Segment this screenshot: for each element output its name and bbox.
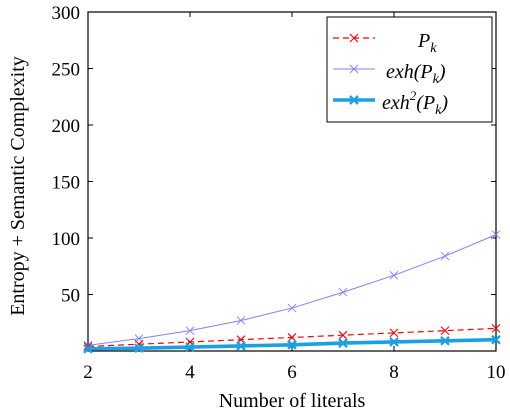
y-tick-label: 50 [61, 286, 80, 307]
y-tick-label: 250 [52, 60, 81, 81]
legend-label-pk: Pk [417, 30, 437, 56]
x-tick-label: 10 [487, 362, 506, 383]
y-tick-label: 100 [52, 229, 81, 250]
data-point [134, 343, 144, 354]
data-point [338, 330, 348, 340]
legend-sample-marker [349, 95, 359, 105]
data-point [287, 339, 297, 350]
y-tick-label: 200 [52, 116, 81, 137]
legend-label-exh2: exh2(Pk) [382, 88, 448, 118]
data-point [338, 287, 348, 297]
x-tick-label: 8 [389, 362, 399, 383]
x-tick-label: 6 [287, 362, 297, 383]
y-tick-label: 300 [52, 3, 81, 24]
data-point [440, 335, 450, 346]
y-axis-label: Entropy + Semantic Complexity [7, 56, 29, 316]
x-axis-label: Number of literals [219, 390, 366, 411]
legend-sample-marker [349, 64, 359, 74]
x-tick-label: 2 [83, 362, 93, 383]
data-point [287, 333, 297, 342]
data-point [389, 328, 399, 338]
data-point [236, 316, 246, 325]
series-1 [83, 230, 501, 350]
legend-sample-marker [349, 33, 359, 43]
x-tick-label: 4 [185, 362, 195, 383]
axis-ticks: 2 4 6 8 10 50 100 150 200 250 300 [52, 3, 506, 383]
data-point [185, 326, 195, 335]
legend-label-exh: exh(Pk) [386, 61, 446, 87]
series-layer [83, 230, 501, 354]
data-point [236, 341, 246, 351]
y-tick-label: 150 [52, 173, 81, 194]
data-point [287, 303, 297, 313]
data-point [389, 337, 399, 347]
data-point [440, 326, 450, 336]
data-point [185, 342, 195, 352]
data-point [491, 230, 501, 239]
data-point [338, 338, 348, 348]
legend-samples [333, 33, 375, 105]
series-line [87, 234, 497, 346]
data-point [491, 324, 501, 333]
legend: Pk exh(Pk) exh2(Pk) [326, 16, 493, 123]
data-point [440, 251, 450, 261]
data-point [389, 270, 399, 280]
series-2 [83, 334, 501, 354]
data-point [491, 334, 501, 345]
data-point [83, 343, 93, 354]
